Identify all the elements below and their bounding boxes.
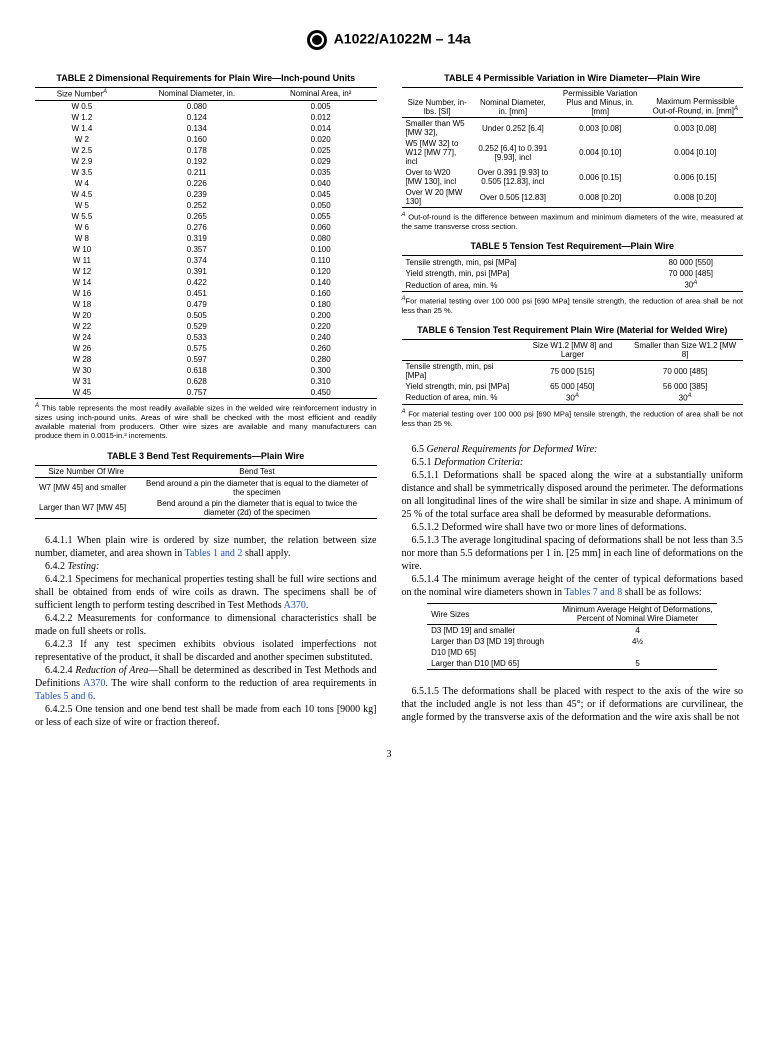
doc-header: A1022/A1022M – 14a (35, 30, 743, 50)
table4: Size Number, in-lbs. [SI] Nominal Diamet… (402, 87, 744, 208)
t4-h1: Nominal Diameter, in. [mm] (473, 88, 553, 118)
t6-h2: Smaller than Size W1.2 [MW 8] (627, 340, 743, 361)
body-right: 6.5 General Requirements for Deformed Wi… (402, 443, 744, 599)
table2: Size NumberA Nominal Diameter, in. Nomin… (35, 87, 377, 399)
table6-title: TABLE 6 Tension Test Requirement Plain W… (402, 325, 744, 335)
table4-title: TABLE 4 Permissible Variation in Wire Di… (402, 73, 744, 83)
table6: Size W1.2 [MW 8] and Larger Smaller than… (402, 339, 744, 405)
table5-footnote: AFor material testing over 100 000 psi [… (402, 296, 744, 315)
table4-footnote: A Out-of-round is the difference between… (402, 212, 744, 231)
body-left: 6.4.1.1 When plain wire is ordered by si… (35, 534, 377, 729)
astm-logo-icon (307, 30, 327, 50)
body-right-2: 6.5.1.5 The deformations shall be placed… (402, 685, 744, 724)
doc-title: A1022/A1022M – 14a (334, 31, 471, 47)
table2-title: TABLE 2 Dimensional Requirements for Pla… (35, 73, 377, 83)
t4-h0: Size Number, in-lbs. [SI] (402, 88, 473, 118)
t2-h2: Nominal Area, in² (265, 88, 377, 101)
t4-h3: Maximum Permissible Out-of-Round, in. [m… (653, 97, 735, 116)
t2-h1: Nominal Diameter, in. (129, 88, 265, 101)
t6-h1: Size W1.2 [MW 8] and Larger (518, 340, 628, 361)
t2-h0: Size Number (57, 90, 103, 99)
table5-title: TABLE 5 Tension Test Requirement—Plain W… (402, 241, 744, 251)
mini-table: Wire Sizes Minimum Average Height of Def… (427, 603, 717, 670)
table6-footnote: A For material testing over 100 000 psi … (402, 409, 744, 428)
table5: Tensile strength, min, psi [MPa]80 000 [… (402, 255, 744, 292)
t3-h1: Bend Test (137, 465, 376, 477)
table3: Size Number Of Wire Bend Test W7 [MW 45]… (35, 465, 377, 519)
t3-h0: Size Number Of Wire (35, 465, 137, 477)
table2-footnote: A This table represents the most readily… (35, 403, 377, 441)
table3-title: TABLE 3 Bend Test Requirements—Plain Wir… (35, 451, 377, 461)
page-number: 3 (35, 749, 743, 760)
t4-h2: Permissible Variation Plus and Minus, in… (553, 88, 648, 118)
t6-h0 (402, 340, 518, 361)
